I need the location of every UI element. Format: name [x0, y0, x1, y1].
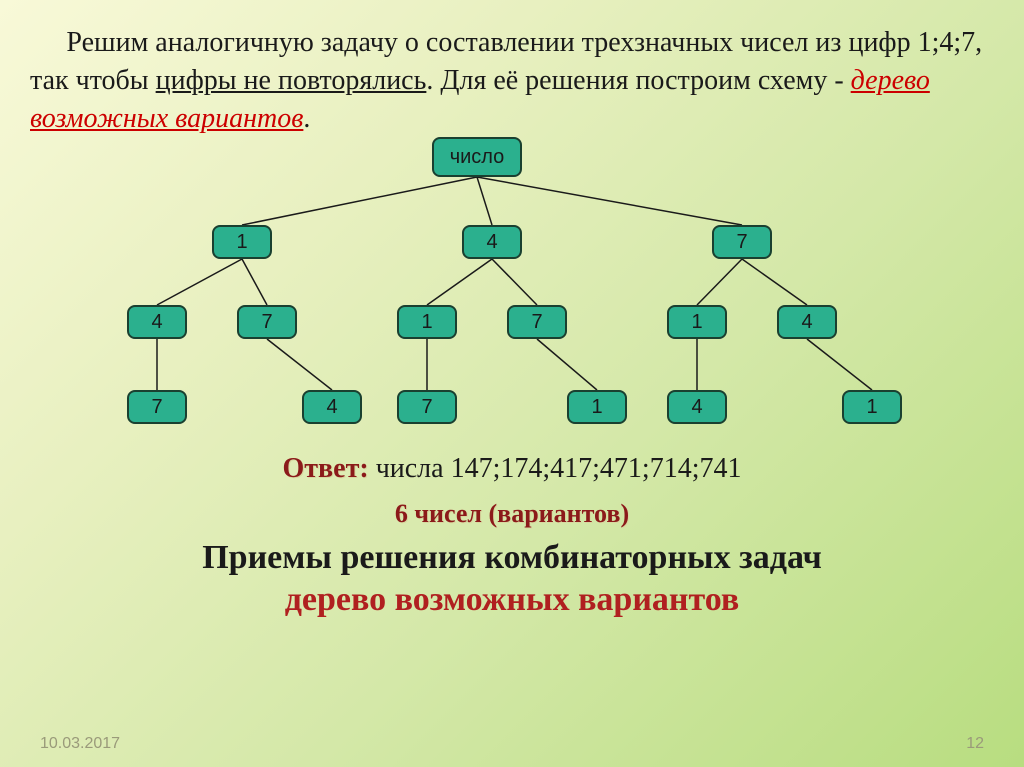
tree-edge: [537, 339, 597, 390]
tree-edge: [477, 177, 742, 225]
tree-edge: [492, 259, 537, 305]
heading-primary: Приемы решения комбинаторных задач: [30, 539, 994, 577]
heading-secondary: дерево возможных вариантов: [30, 581, 994, 619]
tree-node: 4: [777, 305, 837, 339]
tree-node: 4: [302, 390, 362, 424]
footer-date: 10.03.2017: [40, 735, 120, 753]
footer-page: 12: [966, 735, 984, 753]
answer-label: Ответ:: [283, 453, 369, 484]
tree-edge: [742, 259, 807, 305]
tree-edge: [427, 259, 492, 305]
tree-node: 7: [127, 390, 187, 424]
tree-edge: [267, 339, 332, 390]
tree-edge: [477, 177, 492, 225]
tree-node: 7: [237, 305, 297, 339]
tree-root-node: число: [432, 137, 522, 177]
intro-paragraph: Решим аналогичную задачу о составлении т…: [30, 24, 994, 137]
count-line: 6 чисел (вариантов): [30, 499, 994, 529]
intro-text-3: .: [303, 103, 310, 134]
tree-edge: [807, 339, 872, 390]
tree-node: 1: [397, 305, 457, 339]
tree-node: 1: [667, 305, 727, 339]
tree-node: 1: [842, 390, 902, 424]
tree-edge: [157, 259, 242, 305]
intro-underline-1: цифры не повторялись: [156, 65, 427, 96]
answer-text: числа 147;174;417;471;714;741: [369, 453, 742, 484]
tree-node: 1: [567, 390, 627, 424]
tree-diagram: число 1 4 7 4 7 1 7 1 4 7 4 7 1 4 1: [32, 137, 992, 437]
tree-node: 1: [212, 225, 272, 259]
tree-node: 7: [397, 390, 457, 424]
tree-node: 4: [462, 225, 522, 259]
slide-footer: 10.03.2017 12: [0, 735, 1024, 753]
tree-node: 7: [712, 225, 772, 259]
tree-node: 4: [667, 390, 727, 424]
tree-edge: [697, 259, 742, 305]
intro-text-2: . Для её решения построим схему -: [426, 65, 850, 96]
tree-node: 4: [127, 305, 187, 339]
tree-edge: [242, 177, 477, 225]
tree-edge: [242, 259, 267, 305]
content-area: Решим аналогичную задачу о составлении т…: [0, 0, 1024, 629]
answer-line: Ответ: числа 147;174;417;471;714;741: [30, 453, 994, 485]
tree-node: 7: [507, 305, 567, 339]
